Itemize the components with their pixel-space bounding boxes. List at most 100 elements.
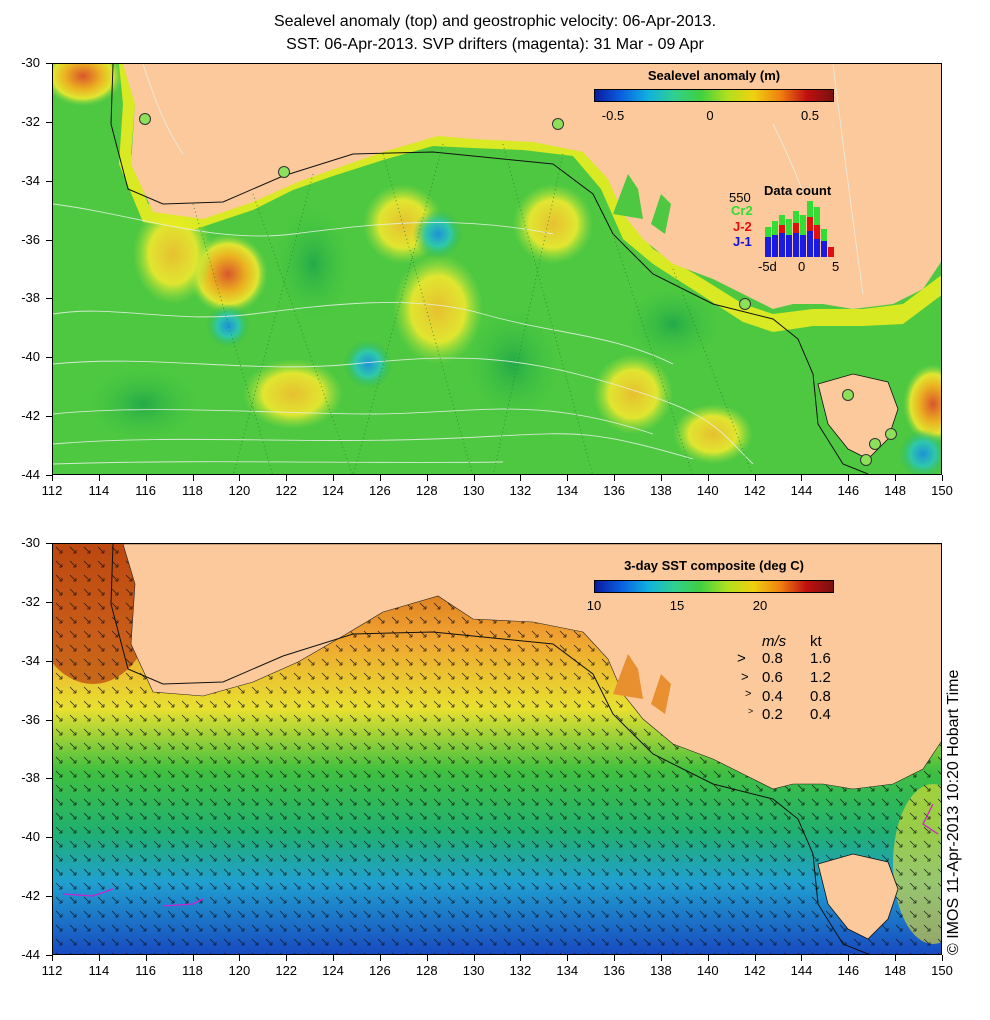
sst-lat-tick-label: -32 bbox=[21, 593, 40, 609]
sst-lon-tick bbox=[473, 955, 475, 961]
sla-lat-tick-label: -36 bbox=[21, 231, 40, 247]
sst-lat-tick-label: -36 bbox=[21, 711, 40, 727]
sla-lat-tick-label: -32 bbox=[21, 113, 40, 129]
sla-lon-tick bbox=[192, 475, 194, 481]
sst-lon-tick-label: 140 bbox=[696, 963, 719, 978]
sla-lon-tick-label: 112 bbox=[41, 483, 63, 498]
sst-lon-tick bbox=[801, 955, 803, 961]
sst-lon-tick-label: 124 bbox=[322, 963, 344, 978]
sst-colorbar-label: 15 bbox=[669, 598, 685, 613]
shelf-contour-sst bbox=[110, 544, 869, 954]
sst-lat-tick bbox=[46, 719, 52, 721]
sst-lon-tick-label: 132 bbox=[509, 963, 532, 978]
sla-lon-tick bbox=[895, 475, 897, 481]
data-count-xlabel: -5d bbox=[758, 259, 777, 274]
sst-lon-tick bbox=[567, 955, 569, 961]
sst-lon-tick bbox=[660, 955, 662, 961]
sst-lon-tick bbox=[286, 955, 288, 961]
sst-lon-tick bbox=[52, 955, 53, 961]
ssh-contours bbox=[53, 64, 864, 465]
sla-lon-tick bbox=[754, 475, 756, 481]
sla-lat-tick-label: -34 bbox=[21, 172, 40, 188]
speed-value-ms: 0.6 bbox=[762, 669, 783, 686]
sla-lat-tick-label: -40 bbox=[21, 349, 40, 365]
sst-lon-tick-label: 118 bbox=[182, 963, 203, 978]
sst-lon-tick-label: 144 bbox=[790, 963, 813, 978]
sla-lon-tick bbox=[286, 475, 288, 481]
sla-lon-tick bbox=[801, 475, 803, 481]
gulf-st-vincent bbox=[651, 194, 671, 234]
legend-arrow-icon: > bbox=[737, 650, 746, 667]
sla-lon-tick-label: 142 bbox=[743, 483, 766, 498]
sla-lon-tick-label: 126 bbox=[369, 483, 391, 498]
speed-value-ms: 0.2 bbox=[762, 706, 783, 723]
legend-arrow-icon: > bbox=[748, 706, 754, 716]
sla-lon-tick bbox=[520, 475, 522, 481]
sla-lon-tick bbox=[98, 475, 100, 481]
sst-lon-tick-label: 142 bbox=[743, 963, 766, 978]
sla-lon-tick-label: 144 bbox=[790, 483, 813, 498]
sst-lon-tick bbox=[895, 955, 897, 961]
data-count-sat1: Cr2 bbox=[731, 203, 753, 218]
sst-lon-tick bbox=[192, 955, 194, 961]
australia-land-sst bbox=[122, 544, 941, 790]
sst-lon-tick bbox=[614, 955, 616, 961]
sla-colorbar bbox=[594, 89, 834, 102]
sst-lat-tick bbox=[46, 896, 52, 898]
sla-colorbar-label: -0.5 bbox=[601, 108, 625, 123]
sst-lat-tick bbox=[46, 955, 52, 956]
sst-lon-tick bbox=[707, 955, 709, 961]
sla-lon-tick-label: 136 bbox=[603, 483, 625, 498]
sla-map bbox=[53, 64, 941, 474]
sst-lon-tick bbox=[848, 955, 850, 961]
sst-lat-tick-label: -38 bbox=[21, 770, 40, 786]
tasmania-land-sst bbox=[817, 853, 899, 940]
sla-lon-tick-label: 132 bbox=[509, 483, 532, 498]
sst-lat-tick bbox=[46, 837, 52, 839]
sla-lon-tick bbox=[426, 475, 428, 481]
tide-gauges bbox=[139, 113, 897, 466]
sla-colorbar-title: Sealevel anomaly (m) bbox=[647, 68, 781, 83]
sla-lon-tick bbox=[473, 475, 475, 481]
sst-lon-tick bbox=[145, 955, 147, 961]
sst-lon-tick-label: 126 bbox=[369, 963, 391, 978]
sla-lon-tick-label: 116 bbox=[135, 483, 157, 498]
sst-lon-tick bbox=[942, 955, 943, 961]
sla-lon-tick bbox=[707, 475, 709, 481]
sst-lat-tick-label: -44 bbox=[21, 947, 40, 962]
sla-lon-tick bbox=[145, 475, 147, 481]
credit-text: © IMOS 11-Apr-2013 10:20 Hobart Time bbox=[945, 669, 962, 955]
sla-lon-tick bbox=[660, 475, 662, 481]
sst-lon-tick-label: 114 bbox=[88, 963, 110, 978]
sla-lat-tick bbox=[46, 121, 52, 123]
gulf-st-vincent-sst bbox=[651, 674, 671, 714]
sst-lat-tick-label: -42 bbox=[21, 888, 40, 904]
sst-lon-tick bbox=[426, 955, 428, 961]
sst-lon-tick bbox=[333, 955, 335, 961]
sst-lat-tick bbox=[46, 601, 52, 603]
sla-lat-tick bbox=[46, 180, 52, 182]
spencer-gulf-sst bbox=[613, 654, 643, 699]
sla-lat-tick bbox=[46, 298, 52, 300]
sst-lon-tick bbox=[754, 955, 756, 961]
sla-lon-tick bbox=[567, 475, 569, 481]
sla-lon-tick bbox=[52, 475, 53, 481]
sla-lat-tick bbox=[46, 416, 52, 418]
sst-colorbar-title: 3-day SST composite (deg C) bbox=[624, 558, 804, 573]
sst-lon-tick-label: 128 bbox=[415, 963, 438, 978]
sst-lon-tick-label: 136 bbox=[603, 963, 625, 978]
sla-lat-tick-label: -44 bbox=[21, 467, 40, 482]
data-count-xlabel: 0 bbox=[798, 259, 806, 274]
sla-lon-tick-label: 148 bbox=[884, 483, 906, 498]
sst-lon-tick-label: 116 bbox=[135, 963, 157, 978]
sst-lat-tick-label: -30 bbox=[21, 535, 40, 550]
sst-lon-tick-label: 146 bbox=[837, 963, 860, 978]
sla-lon-tick-label: 130 bbox=[462, 483, 485, 498]
sla-map-panel bbox=[52, 63, 942, 475]
sst-map bbox=[53, 544, 941, 954]
sla-lon-tick-label: 134 bbox=[556, 483, 579, 498]
sst-lon-tick bbox=[98, 955, 100, 961]
sst-lon-tick-label: 148 bbox=[884, 963, 906, 978]
sst-lon-tick-label: 130 bbox=[462, 963, 485, 978]
svp-drifter-tracks bbox=[62, 803, 939, 907]
